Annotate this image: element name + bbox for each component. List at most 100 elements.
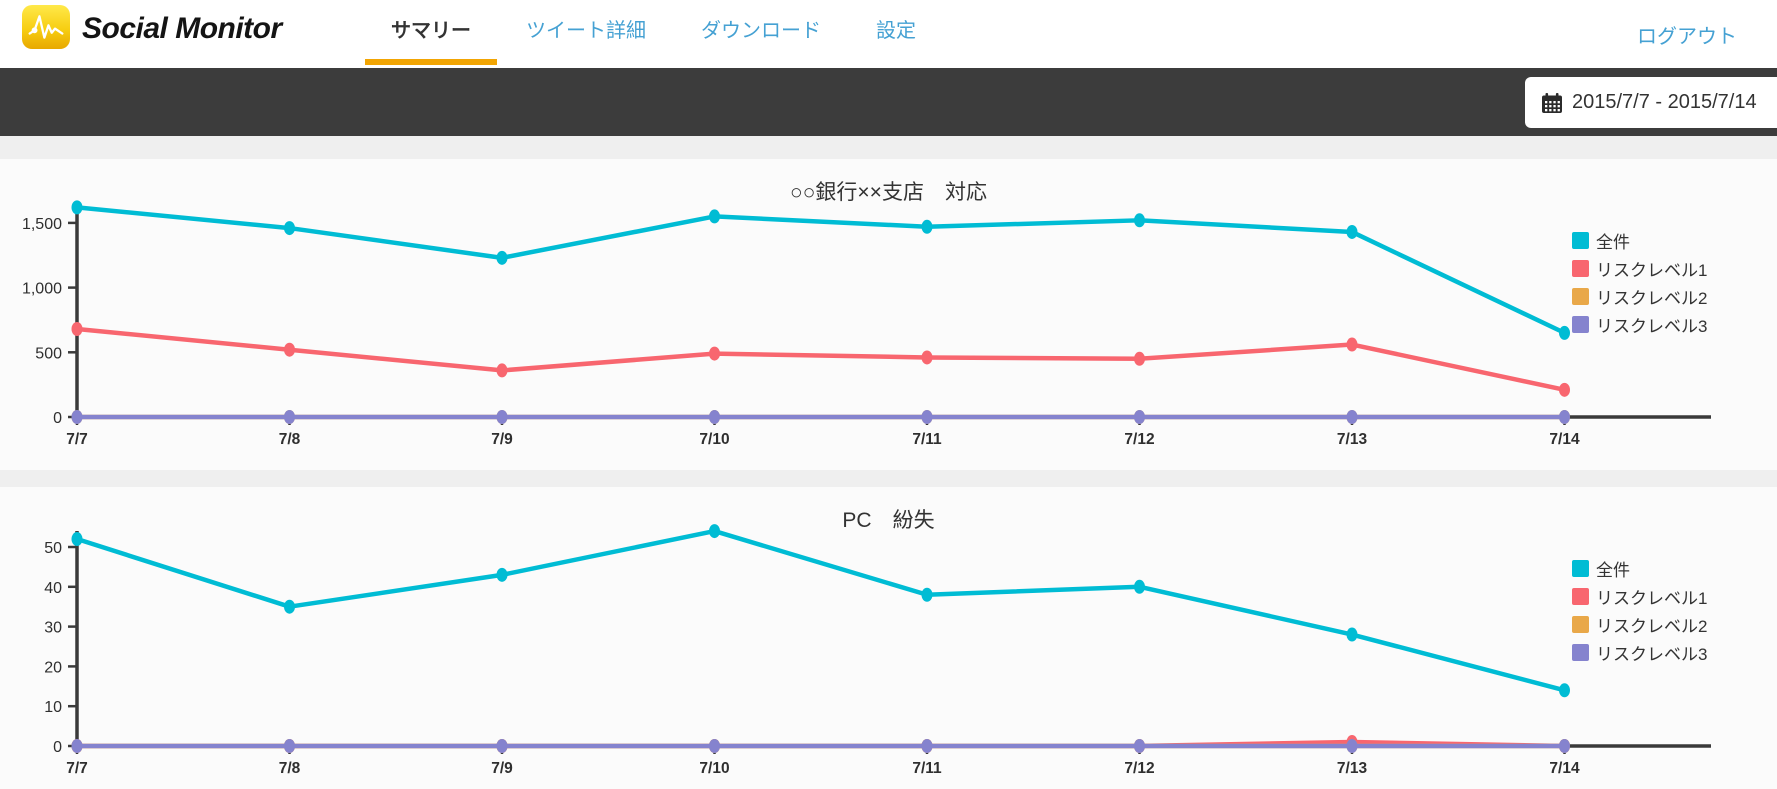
legend-item: 全件 [1572,560,1707,580]
y-tick-label: 50 [44,540,62,557]
legend-item: 全件 [1572,232,1707,252]
data-point [1559,739,1570,753]
spacer-gap [0,470,1777,487]
brand-title: Social Monitor [82,12,282,45]
x-tick-label: 7/10 [699,431,729,448]
legend-item: リスクレベル1 [1572,588,1707,608]
legend-label: リスクレベル3 [1596,645,1708,664]
chart-title: ○○銀行××支店 対応 [790,181,987,204]
legend-swatch [1572,616,1589,633]
legend-item: リスクレベル2 [1572,616,1707,636]
data-point [1134,739,1145,753]
y-tick-label: 1,000 [22,281,62,298]
data-point [496,739,508,753]
calendar-icon [1542,92,1562,113]
filter-toolbar: 2015/7/7 - 2015/7/14 [0,68,1777,136]
x-tick-label: 7/13 [1337,431,1368,448]
data-point [1346,739,1358,753]
x-tick-label: 7/7 [66,431,88,448]
tab-summary[interactable]: サマリー [365,0,497,65]
data-point [496,363,508,378]
legend-label: リスクレベル2 [1596,289,1708,308]
pulse-icon [28,15,64,39]
x-tick-label: 7/9 [491,431,513,448]
data-point [496,250,508,265]
legend-swatch [1572,560,1589,577]
y-tick-label: 1,500 [22,216,62,233]
data-point [709,524,720,539]
data-point [71,410,83,424]
legend-item: リスクレベル3 [1572,644,1707,664]
data-point [71,200,83,215]
data-point [284,739,295,753]
data-point [1346,224,1358,239]
legend-item: リスクレベル1 [1572,260,1707,280]
legend-swatch [1572,316,1589,333]
x-tick-label: 7/14 [1549,431,1580,448]
legend-swatch [1572,588,1589,605]
legend-swatch [1572,288,1589,305]
legend-swatch [1572,644,1589,661]
tab-settings[interactable]: 設定 [876,19,916,42]
data-point [709,209,720,224]
y-tick-label: 40 [44,580,62,597]
line-chart-canvas: 0 500 1,000 1,500 7/7 7/8 7/9 7/10 7/11 7/12 7/13 7… [22,200,1711,448]
data-point [921,219,933,234]
data-point [1346,337,1358,352]
x-tick-label: 7/7 [66,760,88,777]
y-tick-label: 500 [35,345,62,362]
legend-label: リスクレベル1 [1596,589,1708,608]
data-point [1134,579,1145,594]
legend-swatch [1572,260,1589,277]
data-point [496,410,508,424]
legend-label: リスクレベル3 [1596,317,1708,336]
logout-link[interactable]: ログアウト [1637,26,1737,48]
x-tick-label: 7/11 [912,760,942,777]
chart-card-bank: 0 500 1,000 1,500 7/7 7/8 7/9 7/10 7/11 7/12 7/13 7… [0,159,1777,470]
tab-tweet-details[interactable]: ツイート詳細 [526,19,646,42]
chart-card-pc-loss: 0 10 20 30 40 50 7/7 7/8 7/9 7/10 7/11 7/12 7/13 7/14… [0,487,1777,789]
data-point [1559,325,1570,340]
series-line [76,528,1566,693]
date-range-picker[interactable]: 2015/7/7 - 2015/7/14 [1525,77,1777,128]
data-point [71,739,83,753]
data-point [1559,410,1570,424]
data-point [921,587,933,602]
y-tick-label: 0 [53,739,62,756]
y-tick-label: 0 [53,410,62,427]
legend-label: リスクレベル2 [1596,617,1708,636]
app-logo[interactable] [22,5,70,49]
x-tick-label: 7/14 [1549,760,1580,777]
legend-item: リスクレベル2 [1572,288,1707,308]
main-nav: サマリー ツイート詳細 ダウンロード 設定 [365,0,945,68]
data-point [284,599,295,614]
data-point [71,532,83,547]
data-point [709,410,720,424]
x-tick-label: 7/12 [1124,431,1154,448]
data-point [1134,410,1145,424]
data-point [709,346,720,361]
data-point [284,221,295,236]
x-tick-label: 7/8 [279,760,301,777]
data-point [921,410,933,424]
data-point [284,342,295,357]
data-point [1346,627,1358,642]
x-tick-label: 7/12 [1124,760,1154,777]
legend-label: 全件 [1596,561,1630,580]
line-chart-canvas: 0 10 20 30 40 50 7/7 7/8 7/9 7/10 7/11 7/12 7/13 7/14 [44,524,1711,777]
data-point [1346,410,1358,424]
data-point [921,350,933,365]
spacer-strip [0,136,1777,159]
legend-swatch [1572,232,1589,249]
legend-label: 全件 [1596,233,1630,252]
legend-label: リスクレベル1 [1596,261,1708,280]
data-point [71,322,83,337]
series-line [76,205,1566,335]
data-point [921,739,933,753]
x-tick-label: 7/8 [279,431,301,448]
y-tick-label: 20 [44,659,62,676]
tab-download[interactable]: ダウンロード [701,19,821,42]
data-point [496,567,508,582]
series-line [76,326,1565,393]
chart-legend: 全件リスクレベル1 リスクレベル2 リスクレベル3 [1572,232,1707,344]
